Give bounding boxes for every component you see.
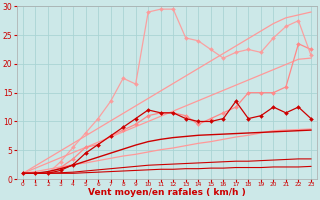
X-axis label: Vent moyen/en rafales ( km/h ): Vent moyen/en rafales ( km/h ) <box>88 188 246 197</box>
